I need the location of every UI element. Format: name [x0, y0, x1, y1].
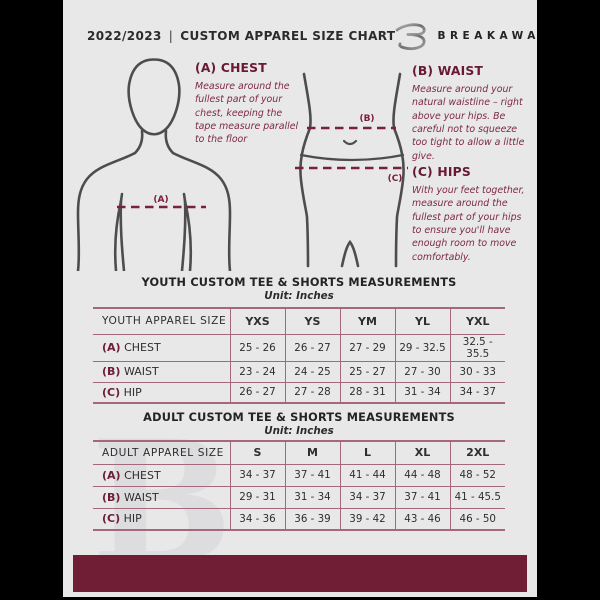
- hips-marker-label: (C): [388, 174, 403, 184]
- measure-value: 43 - 46: [394, 508, 450, 530]
- youth-table-unit: Unit: Inches: [264, 290, 334, 302]
- waist-guide: (B) WAIST Measure around your natural wa…: [412, 64, 531, 163]
- header: 2022/2023 | CUSTOM APPAREL SIZE CHART BREA: [87, 21, 537, 51]
- breakaway-b-logo-icon: [396, 23, 427, 51]
- hips-guide-heading: (C) HIPS: [412, 165, 471, 179]
- waist-guide-heading: (B) WAIST: [412, 64, 484, 78]
- torso-side-left: [119, 199, 126, 271]
- measure-value: 34 - 36: [229, 508, 285, 530]
- row-label-waist: (B) WAIST: [102, 365, 159, 378]
- row-label-hip: (C) HIP: [102, 385, 142, 399]
- hips-guide-description: With your feet together, measure around …: [412, 185, 525, 263]
- inner-legs: [340, 239, 360, 268]
- size-header-l: L: [339, 441, 395, 464]
- measure-value: 36 - 39: [284, 508, 340, 530]
- neck-right: [164, 129, 175, 155]
- adult-chest-row: (A) CHEST 34 - 37 37 - 41 41 - 44 44 - 4…: [93, 464, 505, 486]
- footer-bar: [73, 555, 527, 592]
- size-header-ys: YS: [284, 308, 340, 334]
- measure-value: 24 - 25: [284, 361, 340, 382]
- hips-guide: (C) HIPS With your feet together, measur…: [412, 165, 531, 264]
- youth-size-table: YOUTH APPAREL SIZE YXS YS YM YL YXL (A) …: [93, 307, 505, 404]
- torso-diagram: (A): [76, 58, 232, 271]
- measure-value: 31 - 34: [394, 382, 450, 403]
- page-title: 2022/2023 | CUSTOM APPAREL SIZE CHART: [87, 29, 395, 43]
- neck-left: [133, 129, 144, 155]
- waist-guide-description: Measure around your natural waistline – …: [412, 84, 525, 162]
- youth-size-column-header: YOUTH APPAREL SIZE: [102, 315, 227, 328]
- youth-table-title: YOUTH CUSTOM TEE & SHORTS MEASUREMENTS: [141, 276, 457, 289]
- shoulder-arm-right: [171, 151, 232, 271]
- chest-guide-description: Measure around the fullest part of your …: [195, 81, 299, 146]
- size-header-2xl: 2XL: [449, 441, 505, 464]
- header-title: CUSTOM APPAREL SIZE CHART: [180, 29, 396, 43]
- waistband-curve: [299, 153, 405, 162]
- youth-waist-row: (B) WAIST 23 - 24 24 - 25 25 - 27 27 - 3…: [93, 361, 505, 382]
- adult-waist-row: (B) WAIST 29 - 31 31 - 34 34 - 37 37 - 4…: [93, 486, 505, 508]
- adult-hip-row: (C) HIP 34 - 36 36 - 39 39 - 42 43 - 46 …: [93, 508, 505, 530]
- adult-table-unit: Unit: Inches: [264, 425, 334, 437]
- header-year: 2022/2023: [87, 29, 162, 43]
- waist-marker-label: (B): [359, 114, 374, 124]
- measure-value: 29 - 31: [229, 486, 285, 508]
- size-header-s: S: [229, 441, 285, 464]
- brand-block: BREAKAWAY: [395, 20, 537, 52]
- measure-value: 29 - 32.5: [394, 334, 450, 361]
- measure-value: 44 - 48: [394, 464, 450, 486]
- head-outline: [127, 58, 181, 136]
- youth-chest-row: (A) CHEST 25 - 26 26 - 27 27 - 29 29 - 3…: [93, 334, 505, 361]
- torso-side-right: [180, 199, 187, 271]
- measure-value: 27 - 28: [284, 382, 340, 403]
- measure-value: 48 - 52: [449, 464, 505, 486]
- brand-name: BREAKAWAY: [437, 30, 537, 42]
- youth-header-row: YOUTH APPAREL SIZE YXS YS YM YL YXL: [93, 308, 505, 334]
- adult-header-row: ADULT APPAREL SIZE S M L XL 2XL: [93, 441, 505, 464]
- measure-value: 41 - 45.5: [449, 486, 505, 508]
- measure-value: 46 - 50: [449, 508, 505, 530]
- row-label-hip: (C) HIP: [102, 512, 142, 526]
- size-header-yxl: YXL: [449, 308, 505, 334]
- size-header-yxs: YXS: [229, 308, 285, 334]
- measure-value: 30 - 33: [449, 361, 505, 382]
- size-chart-page: 2022/2023 | CUSTOM APPAREL SIZE CHART BREA: [63, 0, 537, 597]
- measure-value: 25 - 26: [229, 334, 285, 361]
- chest-guide-heading: (A) CHEST: [195, 61, 267, 75]
- lower-body-diagram: (B) (C): [295, 72, 408, 268]
- measure-value: 27 - 29: [339, 334, 395, 361]
- measure-value: 27 - 30: [394, 361, 450, 382]
- row-label-chest: (A) CHEST: [102, 468, 161, 482]
- youth-hip-row: (C) HIP 26 - 27 27 - 28 28 - 31 31 - 34 …: [93, 382, 505, 403]
- measure-value: 23 - 24: [229, 361, 285, 382]
- size-header-yl: YL: [394, 308, 450, 334]
- hip-outline-right: [392, 72, 405, 268]
- measure-value: 37 - 41: [284, 464, 340, 486]
- size-header-xl: XL: [394, 441, 450, 464]
- navel-mark: [342, 139, 358, 146]
- shoulder-arm-left: [76, 151, 137, 271]
- measure-value: 34 - 37: [339, 486, 395, 508]
- measure-value: 26 - 27: [229, 382, 285, 403]
- measure-value: 37 - 41: [394, 486, 450, 508]
- chest-marker-label: (A): [153, 195, 168, 205]
- measure-value: 31 - 34: [284, 486, 340, 508]
- measure-value: 32.5 - 35.5: [449, 334, 505, 361]
- adult-size-column-header: ADULT APPAREL SIZE: [102, 446, 224, 459]
- size-header-m: M: [284, 441, 340, 464]
- size-header-ym: YM: [339, 308, 395, 334]
- measure-value: 39 - 42: [339, 508, 395, 530]
- measure-value: 26 - 27: [284, 334, 340, 361]
- hip-outline-left: [299, 72, 312, 268]
- row-label-waist: (B) WAIST: [102, 490, 159, 504]
- measure-value: 25 - 27: [339, 361, 395, 382]
- measure-value: 41 - 44: [339, 464, 395, 486]
- header-divider: |: [168, 29, 174, 43]
- adult-size-table: ADULT APPAREL SIZE S M L XL 2XL (A) CHES…: [93, 440, 505, 531]
- adult-table-title: ADULT CUSTOM TEE & SHORTS MEASUREMENTS: [143, 411, 455, 424]
- chest-guide: (A) CHEST Measure around the fullest par…: [195, 61, 302, 147]
- row-label-chest: (A) CHEST: [102, 341, 161, 354]
- measure-value: 28 - 31: [339, 382, 395, 403]
- measure-value: 34 - 37: [449, 382, 505, 403]
- measure-value: 34 - 37: [229, 464, 285, 486]
